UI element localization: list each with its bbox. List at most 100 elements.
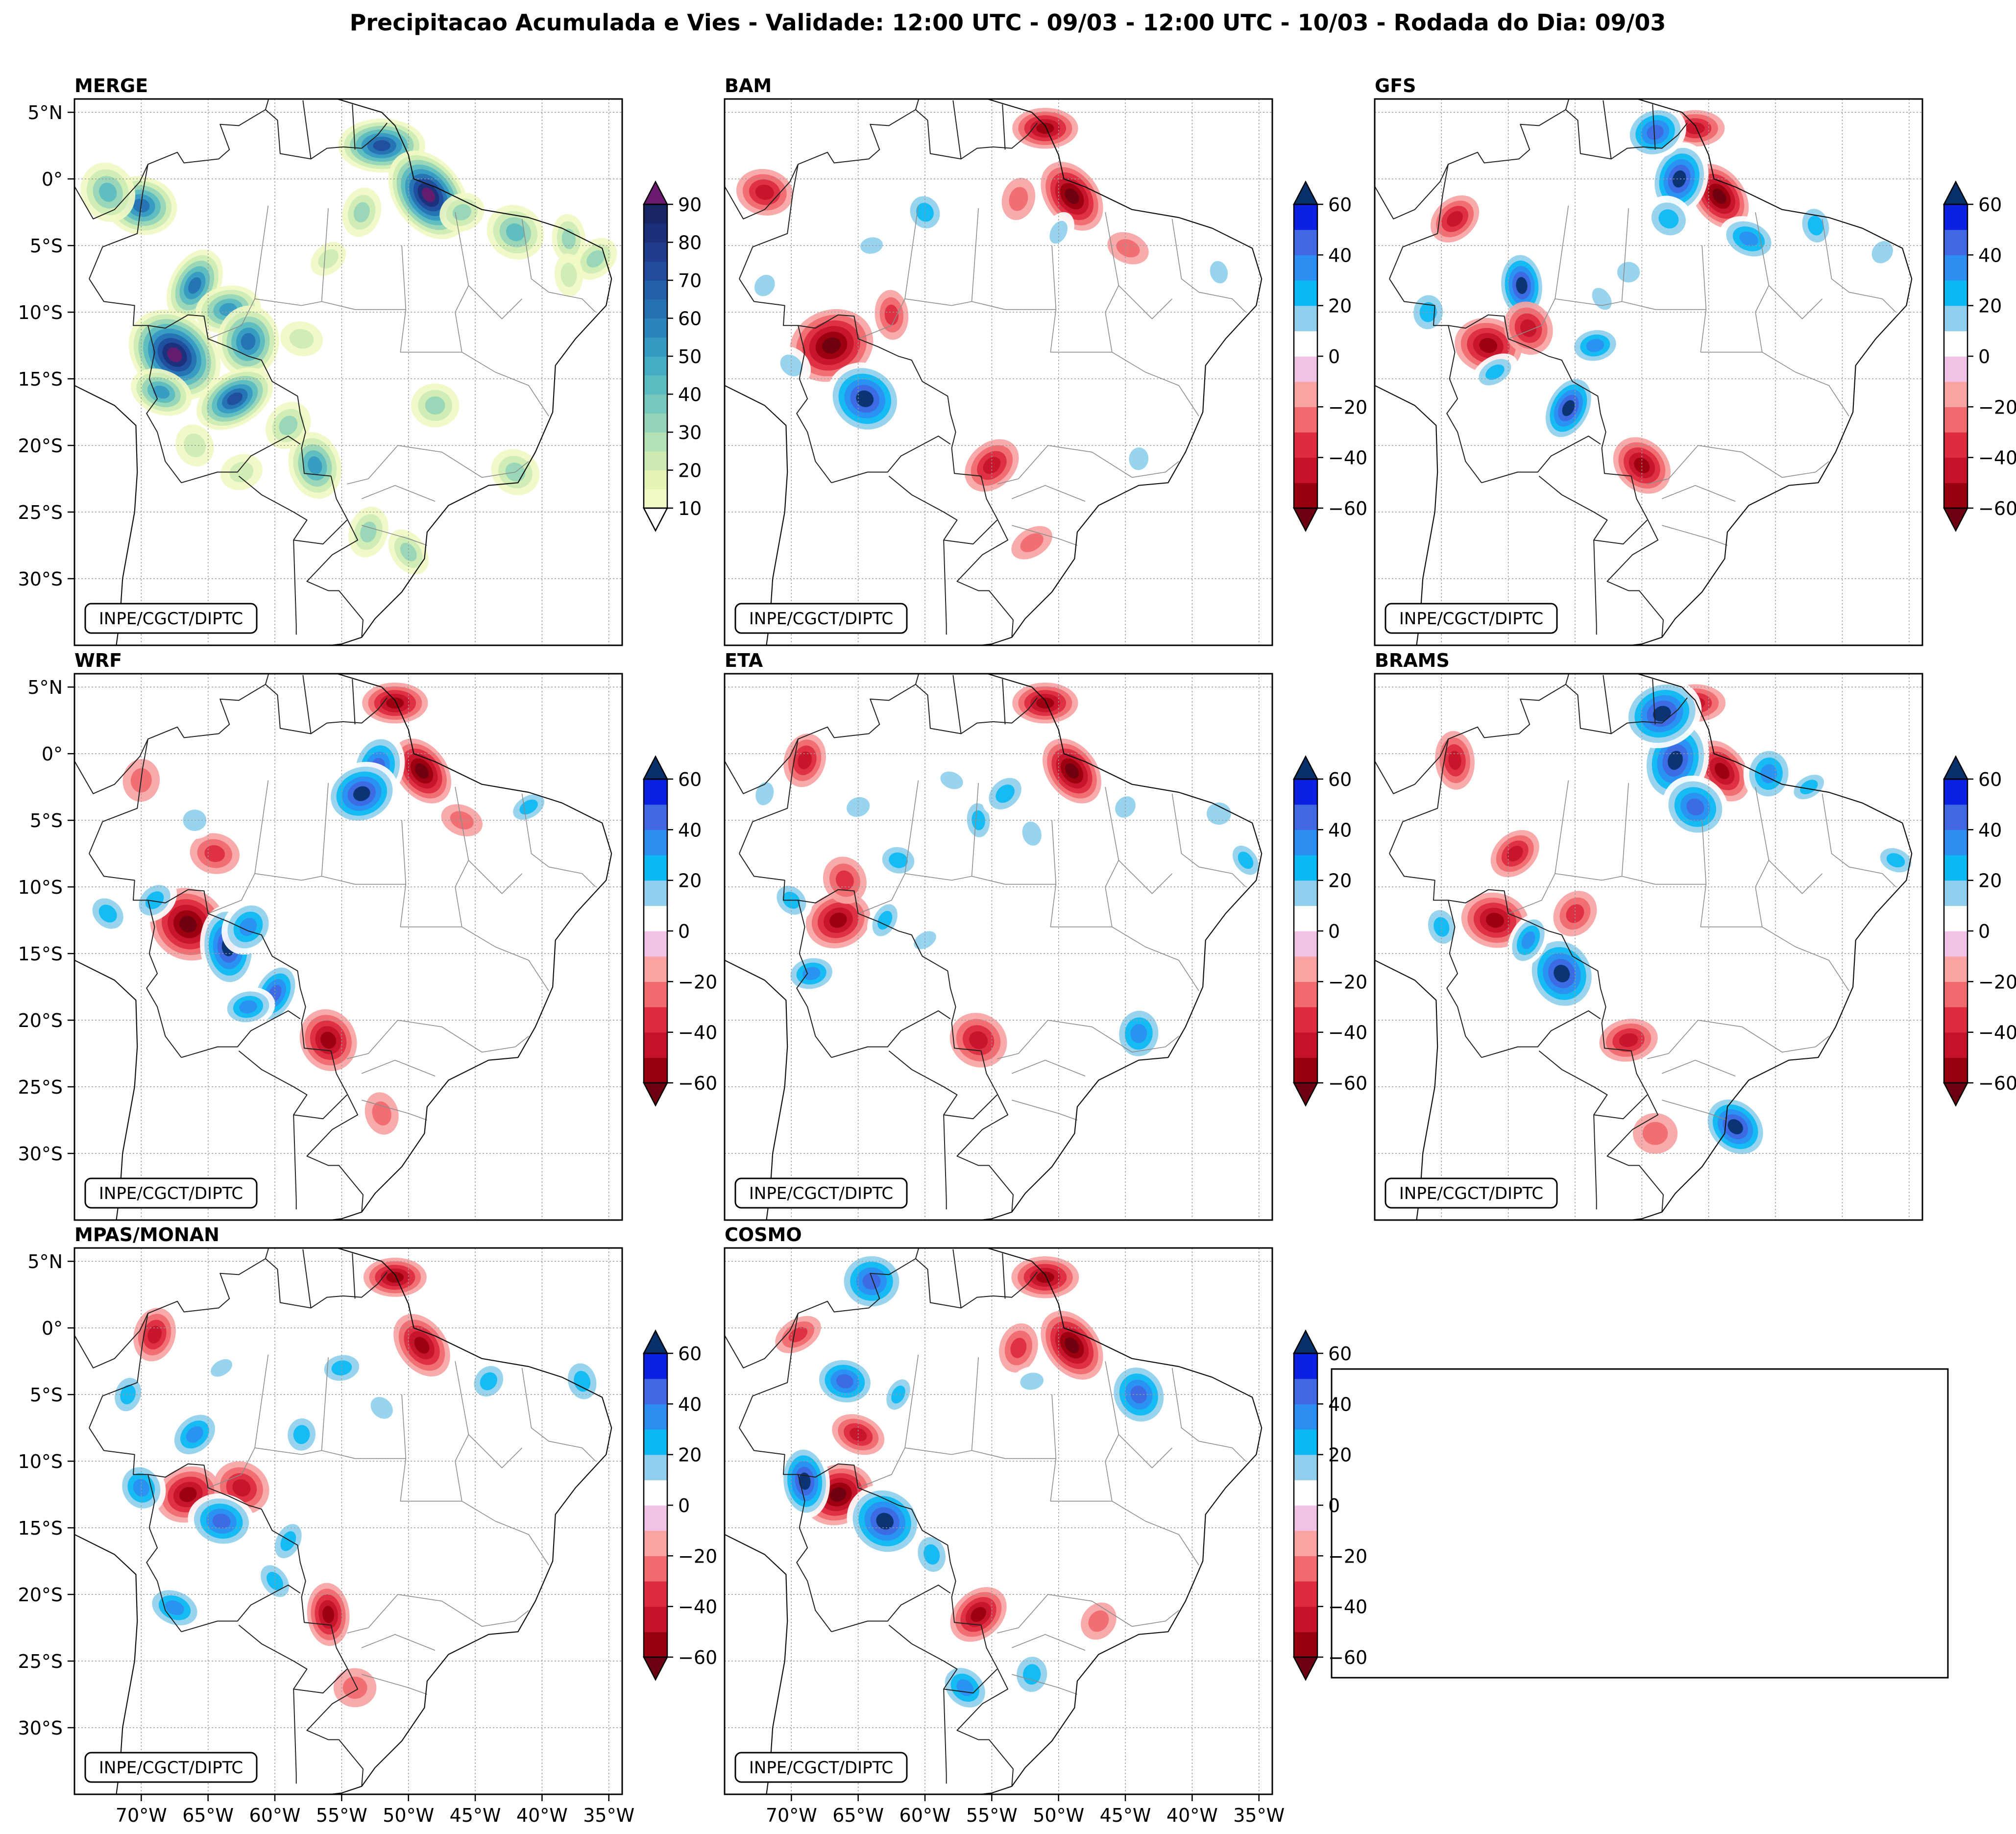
field-contour [889, 852, 908, 868]
colorbar-segment [1294, 1057, 1317, 1083]
state-border [1555, 208, 1629, 306]
colorbar-segment [644, 1057, 667, 1083]
colorbar-segment [644, 956, 667, 982]
lat-tick-label: 0° [42, 1318, 63, 1339]
field-contour [891, 1385, 905, 1404]
coastline [326, 99, 612, 645]
colorbar-tick-label: 60 [1328, 769, 1352, 790]
lat-tick-label: 20°S [18, 1010, 63, 1031]
panel-title: BAM [725, 75, 772, 97]
colorbar-tick-label: 20 [678, 1444, 702, 1466]
field-contour [204, 845, 225, 862]
field-contour [1685, 122, 1705, 134]
colorbar-tick-label: −60 [678, 1073, 717, 1094]
lat-tick-label: 20°S [18, 435, 63, 457]
field-contour [318, 249, 339, 269]
colorbar-segment [1294, 483, 1317, 509]
country-border [1002, 104, 1006, 150]
field-contour [1023, 1664, 1041, 1685]
colorbar-tick-label: 40 [678, 819, 702, 841]
colorbar-segment [644, 299, 667, 319]
field-contour [835, 870, 854, 890]
colorbar-segment [1944, 880, 1967, 906]
field-contour [293, 1425, 310, 1444]
panel-title: MPAS/MONAN [74, 1224, 219, 1246]
state-border [1647, 1020, 1699, 1059]
lat-tick-label: 25°S [18, 1651, 63, 1672]
colorbar-segment [1944, 432, 1967, 458]
field-contour [1238, 852, 1254, 869]
coastline [976, 1248, 1263, 1794]
field-contour [212, 1514, 231, 1529]
lon-tick-label: 50°W [383, 1805, 434, 1826]
field-contour [422, 187, 436, 202]
field-contour [425, 396, 445, 415]
state-border [455, 212, 523, 319]
country-border [1652, 679, 1656, 725]
state-border [997, 445, 1048, 485]
colorbar-segment [644, 905, 667, 931]
colorbar-extend-min [1292, 1082, 1319, 1107]
panel-bam: BAM INPE/CGCT/DIPTC 60 40 20 0 −20 −40 −60 [724, 75, 1367, 646]
colorbar-segment [1294, 407, 1317, 433]
field-contour [822, 337, 841, 354]
field-contour [798, 751, 812, 769]
field-contour [229, 462, 254, 483]
state-border [1112, 352, 1199, 416]
country-border [238, 1624, 348, 1694]
field-contour [147, 1325, 162, 1344]
state-border [1105, 212, 1173, 319]
map-background [74, 674, 622, 1220]
colorbar-segment [1294, 1480, 1317, 1506]
colorbar-tick-label: −40 [1328, 1022, 1367, 1044]
field-contour [1419, 302, 1437, 322]
field-contour [1586, 339, 1604, 352]
colorbar-tick-label: 40 [1328, 819, 1352, 841]
coastline [976, 674, 1263, 1220]
state-border [208, 1354, 269, 1489]
colorbar-tick-label: 60 [1978, 194, 2002, 216]
field-contour [289, 329, 314, 349]
field-contour [153, 386, 170, 399]
country-border [1389, 853, 1664, 1212]
map-frame [724, 673, 1273, 1221]
colorbar-tick-label: −40 [678, 1596, 717, 1618]
colorbar-segment [1294, 956, 1317, 982]
coastline [725, 384, 788, 645]
map-frame [1374, 98, 1923, 646]
colorbar-segment [644, 1632, 667, 1658]
colorbar-segment [1294, 229, 1317, 255]
credit-text: INPE/CGCT/DIPTC [749, 609, 893, 629]
country-border [725, 738, 799, 794]
lon-tick-label: 40°W [1166, 1805, 1218, 1826]
map-frame [724, 1247, 1273, 1795]
country-border [943, 1689, 947, 1784]
field-contour [1516, 277, 1528, 294]
field-contour [1634, 458, 1650, 473]
field-bam [736, 108, 1235, 560]
field-contour [802, 967, 821, 980]
colorbar-segment [1944, 1057, 1967, 1083]
state-border [1012, 525, 1078, 546]
field-contour [211, 1359, 232, 1377]
state-border [321, 1394, 407, 1459]
map-lines [1375, 99, 1922, 645]
colorbar-segment [1944, 956, 1967, 982]
state-border [461, 927, 549, 991]
country-border [146, 1474, 182, 1632]
colorbar-segment [644, 1581, 667, 1607]
state-border [347, 1594, 398, 1634]
country-border [302, 675, 312, 734]
colorbar-brams: 60 40 20 0 −20 −40 −60 [1943, 755, 2016, 1107]
colorbar-segment [644, 1530, 667, 1556]
field-contour [923, 1544, 940, 1565]
field-contour [280, 1531, 296, 1551]
lat-tick-label: 20°S [18, 1584, 63, 1606]
field-contour [1065, 1337, 1079, 1353]
country-border [952, 675, 962, 734]
colorbar-segment [644, 1480, 667, 1506]
field-contour [386, 697, 404, 709]
country-border [293, 540, 297, 635]
field-contour [1619, 1033, 1638, 1048]
